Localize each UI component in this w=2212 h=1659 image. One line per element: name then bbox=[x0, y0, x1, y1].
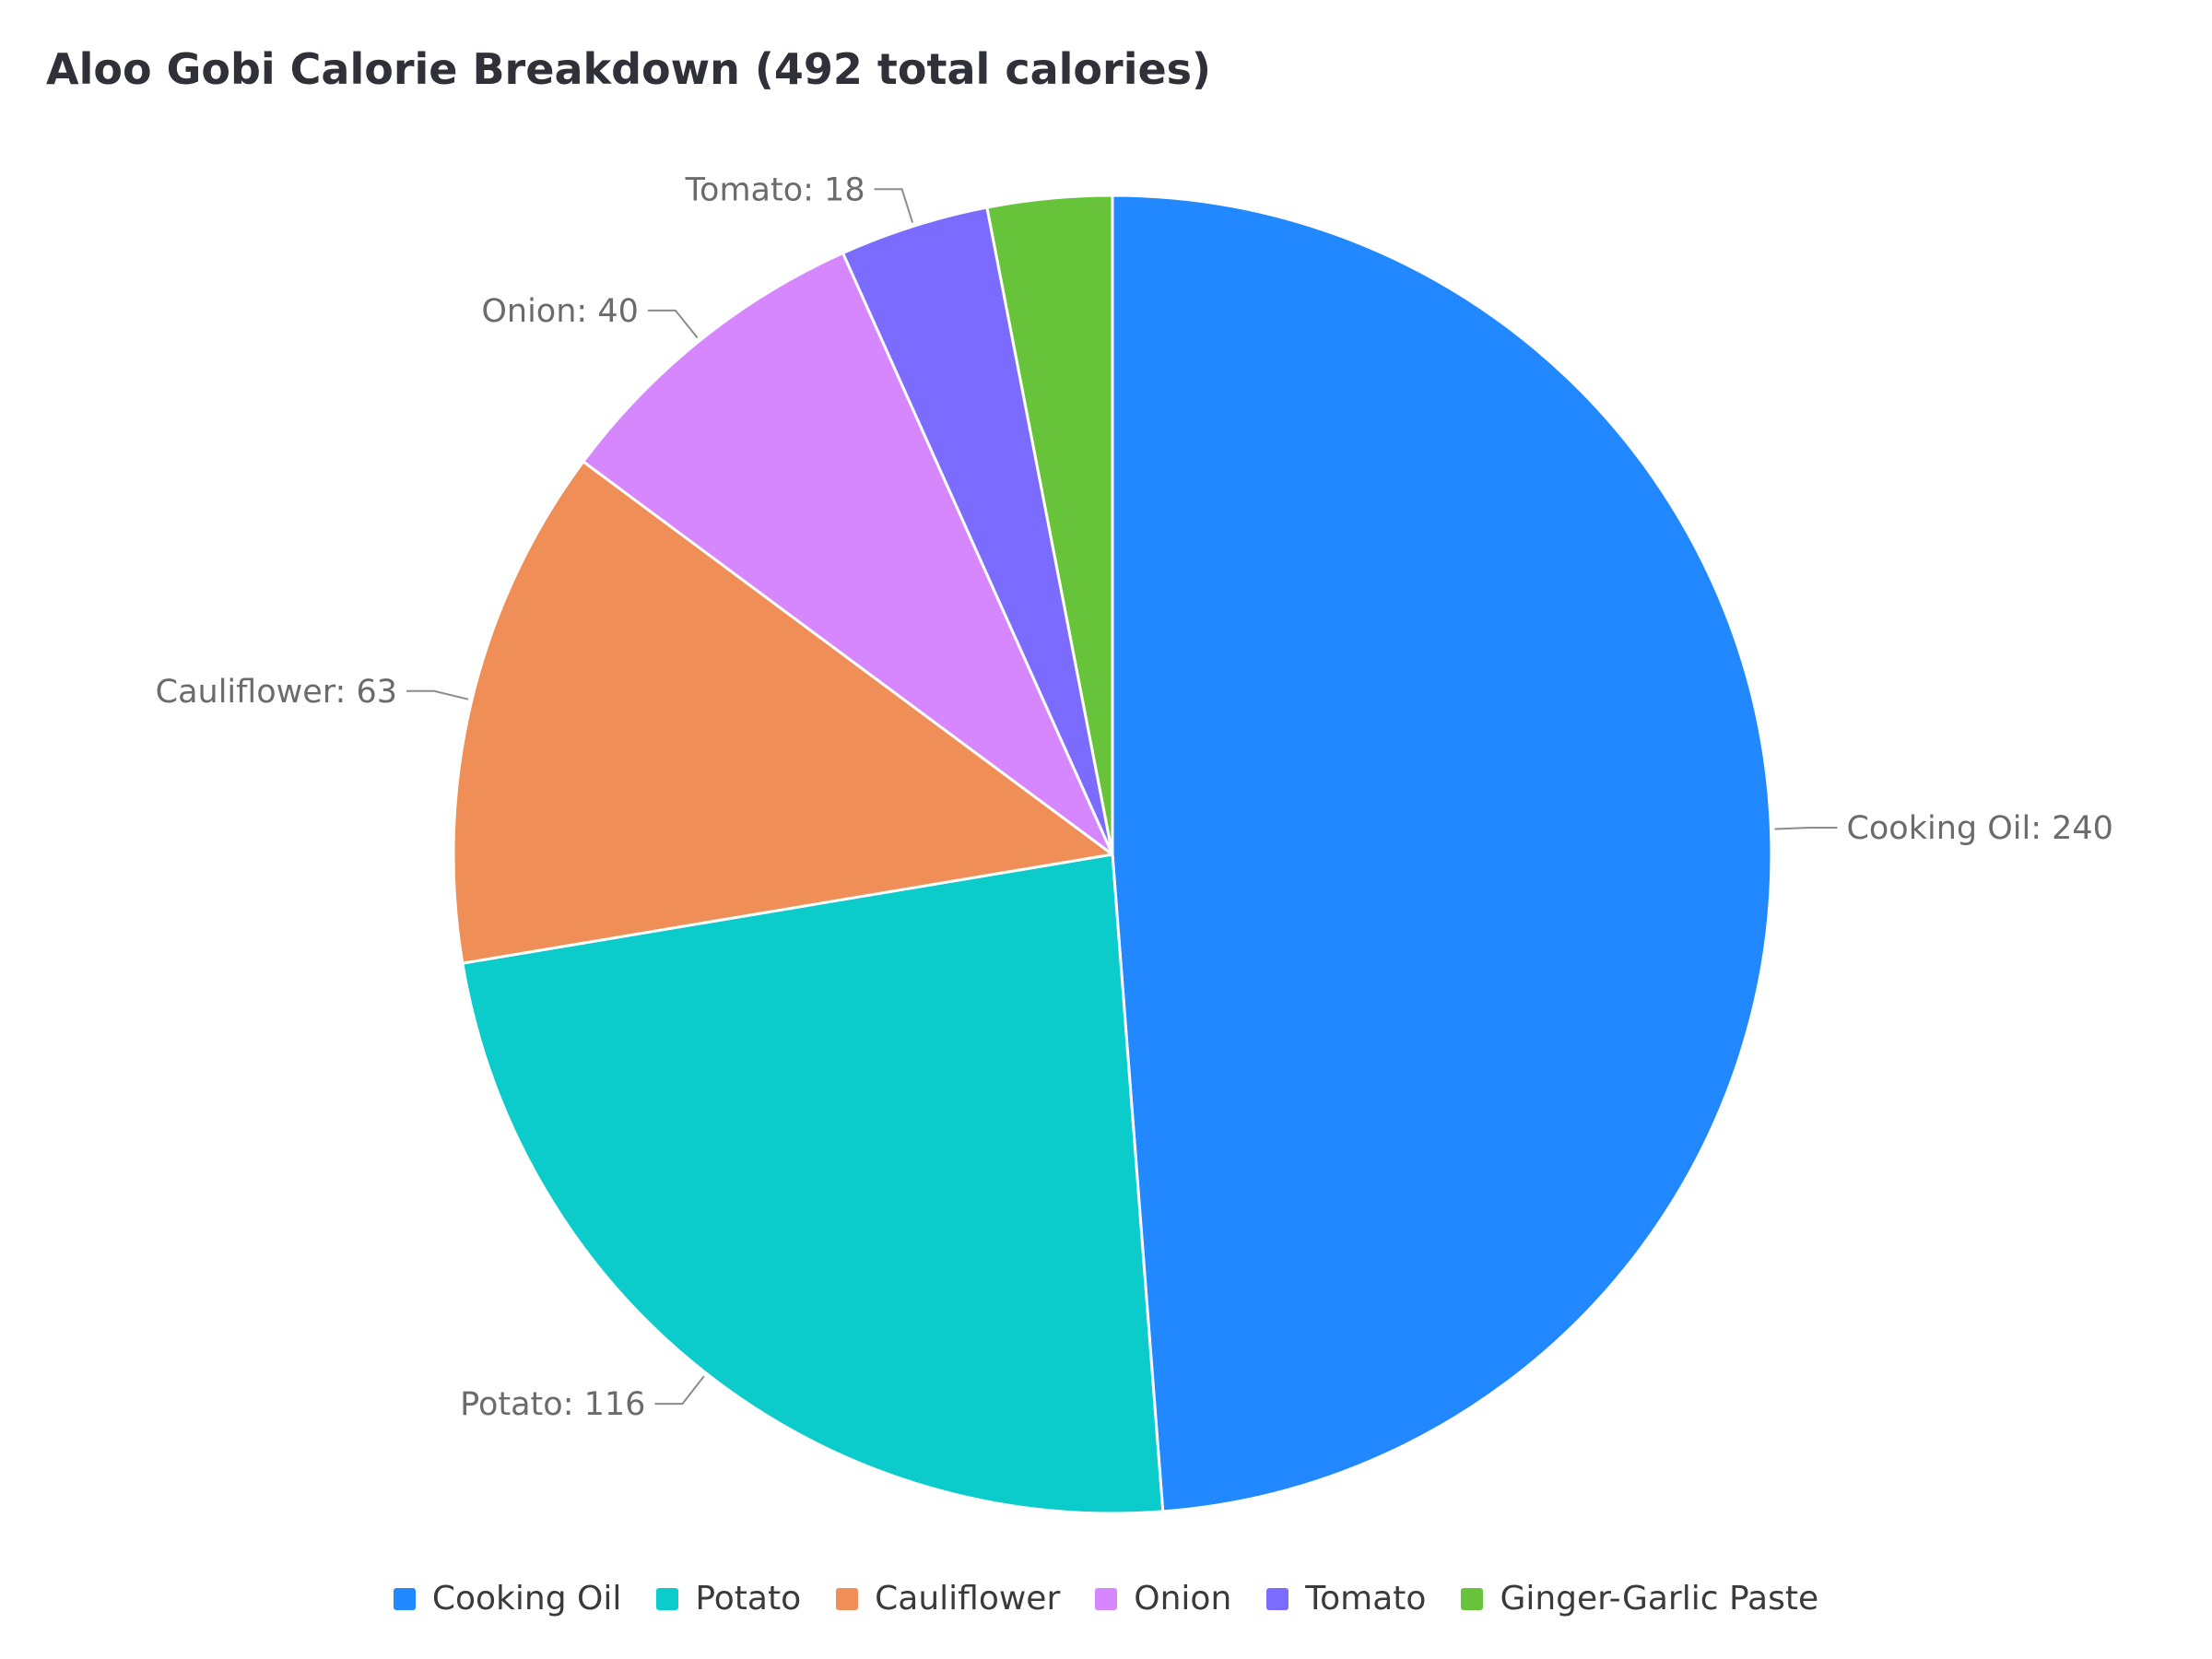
leader-line-cooking-oil bbox=[1774, 827, 1838, 830]
legend-swatch bbox=[1461, 1587, 1484, 1610]
slice-label-tomato: Tomato: 18 bbox=[685, 171, 865, 208]
legend-label: Potato bbox=[695, 1580, 802, 1618]
pie-slice-onion[interactable] bbox=[582, 252, 1114, 856]
legend-swatch bbox=[393, 1587, 416, 1610]
pie-slices bbox=[452, 194, 1773, 1515]
legend-item-potato[interactable]: Potato bbox=[656, 1580, 801, 1618]
leader-line-potato bbox=[654, 1375, 705, 1406]
chart-title: Aloo Gobi Calorie Breakdown (492 total c… bbox=[46, 44, 1212, 94]
pie-slice-potato[interactable] bbox=[461, 853, 1165, 1515]
leader-line-cauliflower bbox=[406, 689, 469, 700]
slice-label-potato: Potato: 116 bbox=[460, 1386, 645, 1423]
legend-label: Cooking Oil bbox=[431, 1580, 622, 1618]
legend-label: Onion bbox=[1134, 1580, 1232, 1618]
slice-label-cooking-oil: Cooking Oil: 240 bbox=[1846, 810, 2113, 847]
pie-slice-cooking-oil[interactable] bbox=[1111, 194, 1773, 1513]
legend-label: Cauliflower bbox=[875, 1580, 1061, 1618]
legend: Cooking Oil Potato Cauliflower Onion Tomato G… bbox=[0, 1580, 2212, 1618]
leader-line-onion bbox=[647, 309, 699, 339]
legend-item-onion[interactable]: Onion bbox=[1095, 1580, 1231, 1618]
pie-slice-cauliflower[interactable] bbox=[452, 460, 1114, 965]
legend-label: Ginger-Garlic Paste bbox=[1500, 1580, 1819, 1618]
leader-line-tomato bbox=[874, 188, 914, 223]
legend-swatch bbox=[1266, 1587, 1289, 1610]
legend-item-ginger-garlic-paste[interactable]: Ginger-Garlic Paste bbox=[1461, 1580, 1818, 1618]
slice-label-cauliflower: Cauliflower: 63 bbox=[156, 674, 397, 711]
legend-swatch bbox=[836, 1587, 859, 1610]
legend-swatch bbox=[1095, 1587, 1118, 1610]
pie-labels: Cooking Oil: 240 Potato: 116 Cauliflower: … bbox=[156, 171, 2113, 1423]
slice-label-onion: Onion: 40 bbox=[481, 293, 639, 330]
pie-slice-ginger-garlic-paste[interactable] bbox=[985, 194, 1114, 856]
legend-label: Tomato bbox=[1305, 1580, 1427, 1618]
legend-item-tomato[interactable]: Tomato bbox=[1266, 1580, 1426, 1618]
legend-item-cooking-oil[interactable]: Cooking Oil bbox=[393, 1580, 622, 1618]
legend-item-cauliflower[interactable]: Cauliflower bbox=[836, 1580, 1060, 1618]
legend-swatch bbox=[656, 1587, 679, 1610]
